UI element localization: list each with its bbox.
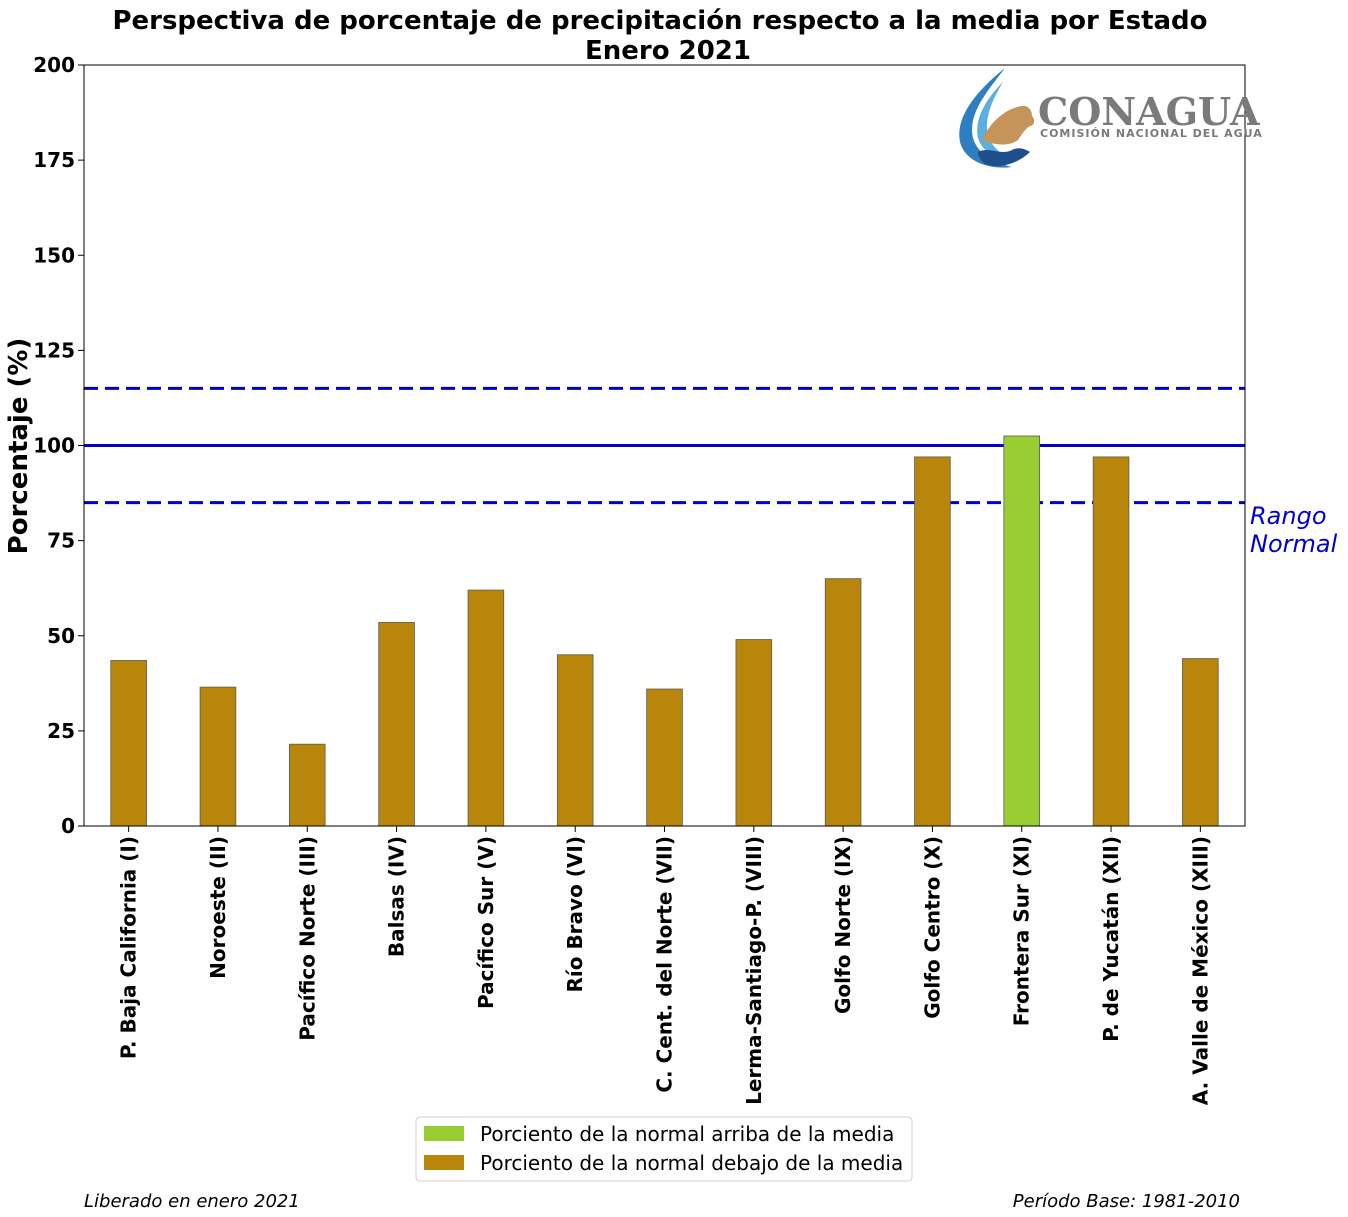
x-tick-label: A. Valle de México (XIII) [1188, 836, 1212, 1105]
bar [824, 578, 862, 827]
x-tick-label: Frontera Sur (XI) [1010, 836, 1034, 1026]
x-tick-label: Golfo Norte (IX) [831, 836, 855, 1014]
x-ticks: P. Baja California (I) Noroeste (II) Pacíf… [117, 826, 1212, 1105]
legend-swatch-below [424, 1155, 464, 1170]
bar [735, 639, 773, 827]
x-tick-label: Lerma-Santiago-P. (VIII) [742, 836, 766, 1105]
x-tick-label: P. de Yucatán (XII) [1099, 836, 1123, 1042]
bar [1182, 658, 1219, 827]
bar [914, 456, 951, 827]
range-label-line-1: Rango [1250, 502, 1327, 530]
logo-eagle-icon [982, 105, 1035, 145]
bars [110, 435, 1219, 827]
legend-label-above: Porciento de la normal arriba de la medi… [480, 1122, 894, 1146]
y-tick-label: 200 [33, 53, 75, 77]
bar [556, 654, 594, 827]
y-tick-label: 175 [33, 148, 75, 172]
y-axis-label: Porcentaje (%) [4, 338, 34, 555]
logo-water-icon [959, 68, 1012, 168]
logo-subtitle: COMISIÓN NACIONAL DEL AGUA [1040, 127, 1263, 140]
x-tick-label: C. Cent. del Norte (VII) [653, 836, 677, 1093]
chart-title: Perspectiva de porcentaje de precipitaci… [112, 6, 1207, 36]
x-tick-label: Río Bravo (VI) [563, 836, 587, 993]
bar [467, 589, 505, 827]
logo-waves [978, 148, 1030, 167]
x-tick-label: Noroeste (II) [206, 836, 230, 979]
y-tick-label: 75 [47, 529, 75, 553]
reference-lines [84, 386, 1245, 505]
y-tick-label: 50 [47, 624, 75, 648]
range-label: Rango Normal [1250, 502, 1338, 558]
bar [289, 743, 326, 827]
y-ticks: 0 25 50 75 100 125 150 175 200 [33, 53, 84, 838]
legend-swatch-above [424, 1126, 464, 1141]
plot-frame [83, 64, 1246, 827]
footer-released: Liberado en enero 2021 [84, 1191, 300, 1212]
range-label-line-2: Normal [1250, 530, 1338, 558]
chart-subtitle: Enero 2021 [585, 36, 751, 66]
bar [646, 688, 683, 827]
y-tick-label: 0 [61, 814, 75, 838]
legend: Porciento de la normal arriba de la medi… [415, 1116, 913, 1182]
bar [378, 622, 415, 827]
bar [1003, 435, 1040, 827]
y-tick-label: 150 [33, 243, 75, 267]
y-tick-label: 25 [47, 719, 75, 743]
bar [110, 660, 147, 827]
conagua-logo: CONAGUA COMISIÓN NACIONAL DEL AGUA [959, 68, 1263, 168]
x-tick-label: Pacífico Sur (V) [474, 836, 498, 1009]
bar [1092, 456, 1130, 827]
x-tick-label: Golfo Centro (X) [920, 836, 944, 1019]
bar [199, 686, 237, 827]
legend-label-below: Porciento de la normal debajo de la medi… [480, 1151, 903, 1175]
footer-base-period: Período Base: 1981-2010 [1013, 1191, 1240, 1212]
legend-box [415, 1116, 913, 1182]
x-tick-label: Pacífico Norte (III) [295, 836, 319, 1041]
y-tick-label: 125 [33, 338, 75, 362]
logo-wordmark: CONAGUA [1038, 89, 1260, 134]
x-tick-label: P. Baja California (I) [117, 836, 141, 1059]
x-tick-label: Balsas (IV) [385, 836, 409, 957]
y-tick-label: 100 [33, 434, 75, 458]
